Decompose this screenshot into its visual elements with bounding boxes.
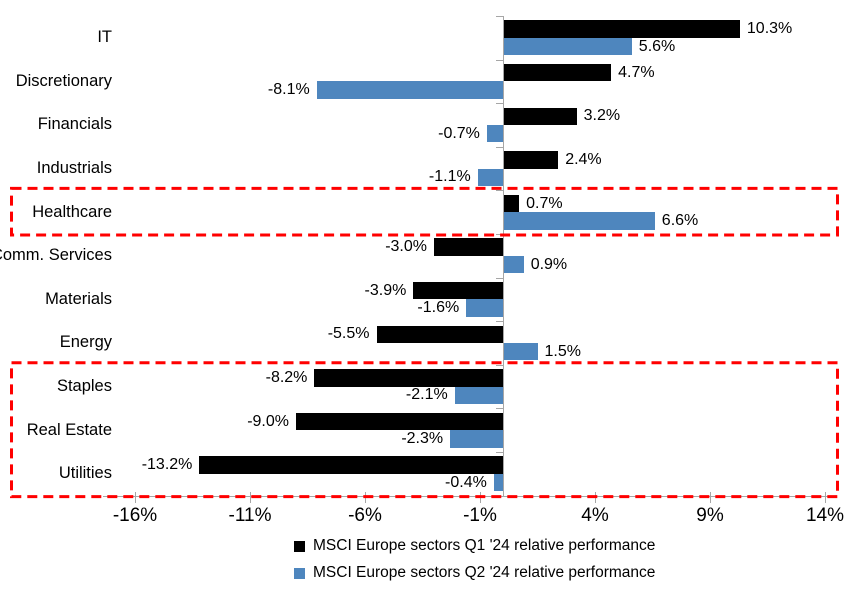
data-label-q2: -2.1%: [405, 386, 448, 404]
x-tick-label: -6%: [348, 505, 382, 526]
bar-q2: [450, 430, 503, 448]
legend-label-q1: MSCI Europe sectors Q1 '24 relative perf…: [313, 537, 656, 554]
category-label-materials: Materials: [45, 289, 112, 308]
data-label-q2: 6.6%: [661, 211, 699, 229]
bar-q1: [503, 151, 559, 169]
bar-q1: [296, 412, 503, 431]
bar-q1: [503, 64, 612, 82]
bar-q2: [486, 125, 503, 143]
bar-q1: [503, 20, 740, 38]
bar-q1: [376, 325, 503, 343]
bar-q2: [466, 299, 503, 317]
y-axis-tick: [496, 103, 503, 105]
data-label-q2: 5.6%: [638, 37, 676, 55]
legend-item-q2: MSCI Europe sectors Q2 '24 relative perf…: [294, 564, 655, 582]
data-label-q2: -0.7%: [438, 124, 480, 142]
data-label-q1: 3.2%: [583, 107, 621, 125]
x-axis-tick: [825, 492, 826, 503]
category-label-financials: Financials: [37, 115, 112, 134]
legend-swatch-q1-icon: [294, 540, 305, 552]
data-label-q1: -8.2%: [265, 368, 308, 386]
healthcare-highlight-box: [10, 186, 839, 237]
y-axis-tick: [496, 146, 503, 148]
y-axis-line: [503, 16, 504, 496]
data-label-q1: -3.9%: [364, 281, 407, 299]
x-tick-label: 14%: [805, 505, 845, 526]
data-label-q1: -13.2%: [141, 456, 193, 474]
y-axis-tick: [496, 277, 503, 279]
x-axis-tick: [365, 492, 366, 503]
bar-q1: [413, 282, 503, 300]
x-axis-tick: [250, 492, 251, 503]
x-axis-tick: [135, 492, 136, 503]
legend-item-q1: MSCI Europe sectors Q1 '24 relative perf…: [294, 537, 655, 555]
category-label-it: IT: [97, 28, 112, 47]
data-label-q1: 2.4%: [565, 150, 602, 168]
x-axis-tick: [595, 492, 596, 503]
y-axis-tick: [496, 452, 503, 453]
category-label-comm-services: Comm. Services: [0, 246, 112, 265]
category-label-energy: Energy: [59, 333, 112, 352]
data-label-q2: 1.5%: [544, 342, 581, 360]
y-axis-tick: [496, 321, 503, 323]
x-tick-label: 4%: [581, 505, 609, 526]
legend: MSCI Europe sectors Q1 '24 relative perf…: [294, 537, 655, 582]
category-label-discretionary: Discretionary: [15, 71, 112, 90]
category-label-healthcare: Healthcare: [32, 202, 112, 221]
data-label-q2: -8.1%: [267, 81, 310, 99]
x-tick-label: 9%: [696, 505, 724, 526]
category-label-staples: Staples: [56, 377, 112, 396]
legend-swatch-q2-icon: [294, 567, 305, 579]
bar-q1: [199, 456, 503, 474]
bar-q2: [503, 37, 632, 56]
bar-q2: [477, 168, 503, 186]
bar-q1: [503, 107, 577, 125]
x-axis-line: [103, 496, 837, 497]
y-axis-tick: [496, 234, 503, 235]
y-axis-tick: [496, 495, 503, 497]
data-label-q2: -1.6%: [417, 299, 460, 317]
y-axis-tick: [496, 190, 503, 192]
data-label-q1: -5.5%: [327, 325, 370, 343]
x-tick-label: -16%: [112, 505, 158, 526]
y-axis-tick: [496, 364, 503, 366]
bar-q1: [503, 194, 520, 213]
x-tick-label: -1%: [463, 505, 497, 526]
data-label-q1: 0.7%: [526, 194, 563, 212]
data-label-q2: -1.1%: [428, 168, 471, 186]
bar-q2: [503, 343, 538, 361]
bar-q2: [493, 473, 503, 492]
data-label-q1: -9.0%: [247, 412, 289, 430]
category-label-industrials: Industrials: [36, 159, 112, 178]
data-label-q1: -3.0%: [385, 238, 427, 256]
data-label-q2: -0.4%: [445, 473, 487, 491]
data-label-q2: -2.3%: [401, 429, 444, 447]
x-axis-tick: [710, 492, 711, 503]
data-label-q1: 10.3%: [746, 20, 793, 38]
legend-label-q2: MSCI Europe sectors Q2 '24 relative perf…: [313, 564, 656, 581]
bar-q1: [434, 238, 503, 256]
x-tick-label: -11%: [228, 505, 272, 526]
y-axis-tick: [496, 16, 503, 17]
bar-q1: [314, 369, 503, 387]
x-axis-tick: [480, 492, 481, 503]
data-label-q1: 4.7%: [618, 63, 655, 81]
bar-q2: [454, 386, 503, 404]
category-label-utilities: Utilities: [58, 464, 112, 483]
bar-q2: [503, 255, 524, 274]
y-axis-tick: [496, 408, 503, 410]
category-label-real-estate: Real Estate: [26, 420, 112, 439]
bar-q2: [503, 212, 655, 230]
data-label-q2: 0.9%: [530, 255, 568, 273]
y-axis-tick: [496, 59, 503, 61]
bar-q2: [316, 81, 503, 99]
